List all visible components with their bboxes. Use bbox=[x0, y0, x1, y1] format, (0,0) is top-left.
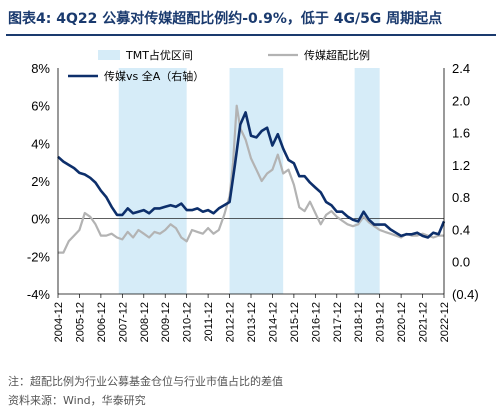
x-tick-label: 2012-12 bbox=[225, 302, 237, 342]
y-left-tick-label: 8% bbox=[31, 61, 50, 76]
x-tick-label: 2021-12 bbox=[418, 302, 430, 342]
x-tick-label: 2015-12 bbox=[289, 302, 301, 342]
y-left-tick-label: -4% bbox=[27, 287, 51, 302]
legend-label-shade: TMT占优区间 bbox=[125, 48, 193, 62]
figure-title: 图表4: 4Q22 公募对传媒超配比例约-0.9%，低于 4G/5G 周期起点 bbox=[8, 11, 443, 27]
shaded-periods bbox=[118, 68, 380, 294]
y-right-tick-label: 0.8 bbox=[452, 190, 470, 205]
y-right-tick-label: 1.2 bbox=[452, 158, 470, 173]
y-left-tick-label: 6% bbox=[31, 99, 50, 114]
x-ticks: 2004-12 2005-12 2006-12 2007-12 2008-12 2009-… bbox=[53, 294, 451, 342]
y-right-tick-label: 1.6 bbox=[452, 126, 470, 141]
y-left-tick-label: -2% bbox=[27, 249, 51, 264]
legend-label-relative: 传媒vs 全A（右轴） bbox=[104, 69, 204, 83]
y-right-tick-label: (0.4) bbox=[452, 287, 479, 302]
x-tick-label: 2005-12 bbox=[74, 302, 86, 342]
series-line-relative bbox=[57, 111, 446, 239]
x-tick-label: 2014-12 bbox=[267, 302, 279, 342]
y-right-tick-label: 2.0 bbox=[452, 93, 470, 108]
source-note: 资料来源：Wind，华泰研究 bbox=[8, 394, 146, 407]
y-right-tick-label: 0.4 bbox=[452, 222, 470, 237]
y-left-ticks: 8% 6% 4% 2% 0% -2% -4% bbox=[27, 61, 51, 302]
x-tick-label: 2007-12 bbox=[117, 302, 129, 342]
x-tick-label: 2008-12 bbox=[139, 302, 151, 342]
x-tick-label: 2004-12 bbox=[53, 302, 65, 342]
y-right-tick-label: 0.0 bbox=[452, 255, 470, 270]
x-tick-label: 2010-12 bbox=[182, 302, 194, 342]
legend-label-overweight: 传媒超配比例 bbox=[304, 48, 370, 62]
y-left-tick-label: 0% bbox=[31, 212, 50, 227]
x-tick-label: 2018-12 bbox=[353, 302, 365, 342]
x-tick-label: 2017-12 bbox=[332, 302, 344, 342]
x-tick-label: 2011-12 bbox=[203, 302, 215, 342]
figure-notes: 注：超配比例为行业公募基金仓位与行业市值占比的差值 资料来源：Wind，华泰研究 bbox=[8, 372, 496, 410]
x-tick-label: 2016-12 bbox=[310, 302, 322, 342]
line-chart: 8% 6% 4% 2% 0% -2% -4% 2.4 2.0 1.6 1.2 0.8 0.4 0.0 (0… bbox=[27, 48, 479, 342]
shaded-period bbox=[229, 68, 284, 294]
x-tick-label: 2020-12 bbox=[396, 302, 408, 342]
title-rule bbox=[6, 34, 496, 36]
series-lines bbox=[57, 104, 446, 254]
x-tick-label: 2019-12 bbox=[375, 302, 387, 342]
x-tick-label: 2022-12 bbox=[439, 302, 451, 342]
footnote: 注：超配比例为行业公募基金仓位与行业市值占比的差值 bbox=[8, 375, 283, 388]
x-tick-label: 2009-12 bbox=[160, 302, 172, 342]
series-line-overweight bbox=[58, 104, 444, 254]
legend-swatch-shade bbox=[98, 50, 120, 60]
x-tick-label: 2013-12 bbox=[246, 302, 258, 342]
y-left-tick-label: 2% bbox=[31, 174, 50, 189]
y-right-tick-label: 2.4 bbox=[452, 61, 470, 76]
x-tick-label: 2006-12 bbox=[96, 302, 108, 342]
y-left-tick-label: 4% bbox=[31, 136, 50, 151]
shaded-period bbox=[354, 68, 380, 294]
shaded-period bbox=[118, 68, 187, 294]
y-right-ticks: 2.4 2.0 1.6 1.2 0.8 0.4 0.0 (0.4) bbox=[452, 61, 479, 302]
